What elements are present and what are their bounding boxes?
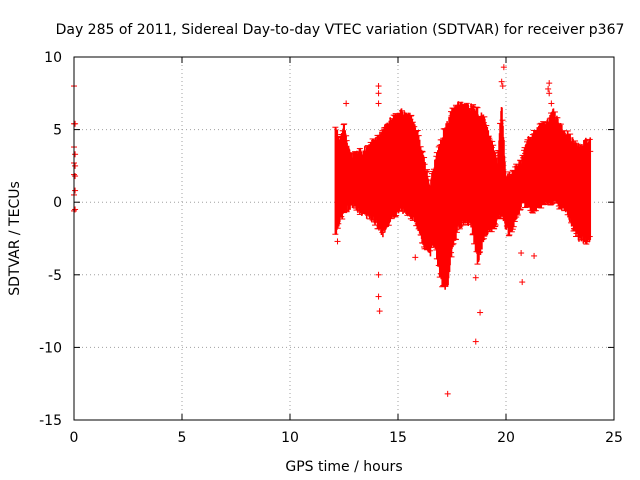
data-point bbox=[518, 250, 525, 257]
y-tick-label: 5 bbox=[53, 123, 62, 139]
data-point bbox=[546, 90, 553, 97]
data-point bbox=[375, 90, 382, 97]
data-point bbox=[472, 274, 479, 281]
data-point bbox=[343, 100, 350, 107]
x-tick-label: 0 bbox=[70, 430, 79, 446]
plot-frame bbox=[73, 56, 615, 421]
data-point bbox=[531, 252, 538, 259]
x-tick-label: 5 bbox=[178, 430, 187, 446]
chart-title: Day 285 of 2011, Sidereal Day-to-day VTE… bbox=[56, 22, 625, 38]
y-axis-title: SDTVAR / TECUs bbox=[7, 181, 23, 296]
data-point bbox=[499, 83, 506, 90]
y-tick-label: 10 bbox=[44, 50, 62, 66]
data-point bbox=[72, 206, 79, 213]
y-tick-label: -5 bbox=[48, 268, 62, 284]
x-tick-label: 15 bbox=[389, 430, 407, 446]
data-point bbox=[375, 293, 382, 300]
data-point bbox=[375, 83, 382, 90]
y-tick-label: 0 bbox=[53, 195, 62, 211]
tick-labels: 0 5 10 15 20 25 10 5 0 -5 -10 -15 bbox=[39, 50, 623, 446]
data-point bbox=[477, 309, 484, 316]
data-point bbox=[375, 100, 382, 107]
x-tick-label: 25 bbox=[605, 430, 623, 446]
data-point bbox=[444, 390, 451, 397]
data-point bbox=[519, 279, 526, 286]
data-point bbox=[548, 100, 555, 107]
data-point bbox=[375, 271, 382, 278]
data-point bbox=[500, 64, 507, 71]
data-point bbox=[72, 151, 79, 158]
data-point bbox=[545, 85, 552, 92]
y-tick-label: -15 bbox=[39, 413, 62, 429]
data-point bbox=[412, 254, 419, 261]
data-point bbox=[587, 148, 594, 155]
tick-marks bbox=[73, 56, 615, 421]
data-point bbox=[72, 173, 79, 180]
data-point bbox=[72, 162, 79, 169]
y-tick-label: -10 bbox=[39, 340, 62, 356]
data-point bbox=[72, 120, 79, 127]
x-tick-label: 20 bbox=[497, 430, 515, 446]
data-point bbox=[546, 80, 553, 87]
data-band bbox=[332, 101, 593, 290]
data-point bbox=[334, 238, 341, 245]
x-tick-label: 10 bbox=[281, 430, 299, 446]
data-point bbox=[376, 308, 383, 315]
x-axis-title: GPS time / hours bbox=[285, 459, 402, 475]
data-point bbox=[498, 78, 505, 85]
data-point bbox=[72, 187, 79, 194]
data-point bbox=[472, 338, 479, 345]
